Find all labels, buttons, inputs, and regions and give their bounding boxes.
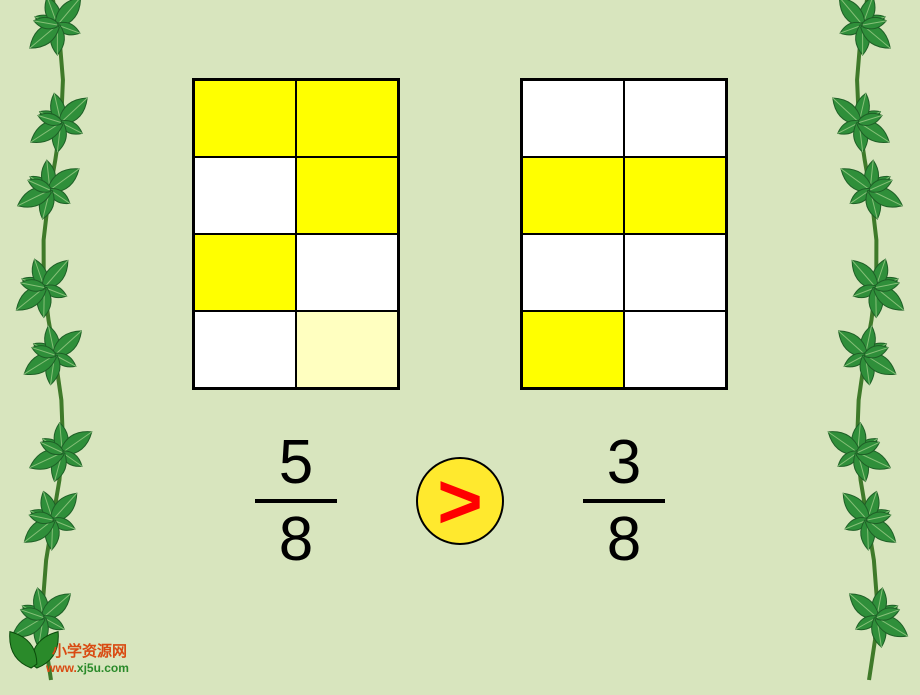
numerator-left: 5 xyxy=(279,430,313,495)
fraction-right: 3 8 xyxy=(564,430,684,572)
grid-cell xyxy=(194,157,296,234)
fraction-left: 5 8 xyxy=(236,430,356,572)
fraction-line-right xyxy=(583,499,665,503)
comparator-circle: > xyxy=(416,457,504,545)
grid-cell xyxy=(624,311,726,388)
denominator-left: 8 xyxy=(279,507,313,572)
denominator-right: 8 xyxy=(607,507,641,572)
numerator-right: 3 xyxy=(607,430,641,495)
grid-cell xyxy=(194,80,296,157)
grid-cell xyxy=(522,311,624,388)
svg-text:www.xj5u.com: www.xj5u.com xyxy=(45,661,129,675)
grid-cell xyxy=(624,157,726,234)
grid-cell xyxy=(624,80,726,157)
watermark: 小学资源网www.xj5u.com xyxy=(6,614,146,684)
grid-cell xyxy=(296,311,398,388)
grid-cell xyxy=(522,157,624,234)
fractions-row: 5 8 > 3 8 xyxy=(100,430,820,572)
fraction-grid-right xyxy=(520,78,728,390)
grid-cell xyxy=(296,80,398,157)
grid-cell xyxy=(624,234,726,311)
fraction-grid-left xyxy=(192,78,400,390)
content-area: 5 8 > 3 8 xyxy=(100,0,820,690)
grid-cell xyxy=(296,157,398,234)
grid-cell xyxy=(194,311,296,388)
grid-cell xyxy=(522,80,624,157)
grid-cell xyxy=(296,234,398,311)
grid-cell xyxy=(522,234,624,311)
grids-row xyxy=(100,78,820,390)
svg-text:小学资源网: 小学资源网 xyxy=(52,642,127,660)
grid-cell xyxy=(194,234,296,311)
vine-left xyxy=(8,0,98,690)
fraction-line-left xyxy=(255,499,337,503)
vine-right xyxy=(822,0,912,690)
comparator-symbol: > xyxy=(437,462,483,540)
